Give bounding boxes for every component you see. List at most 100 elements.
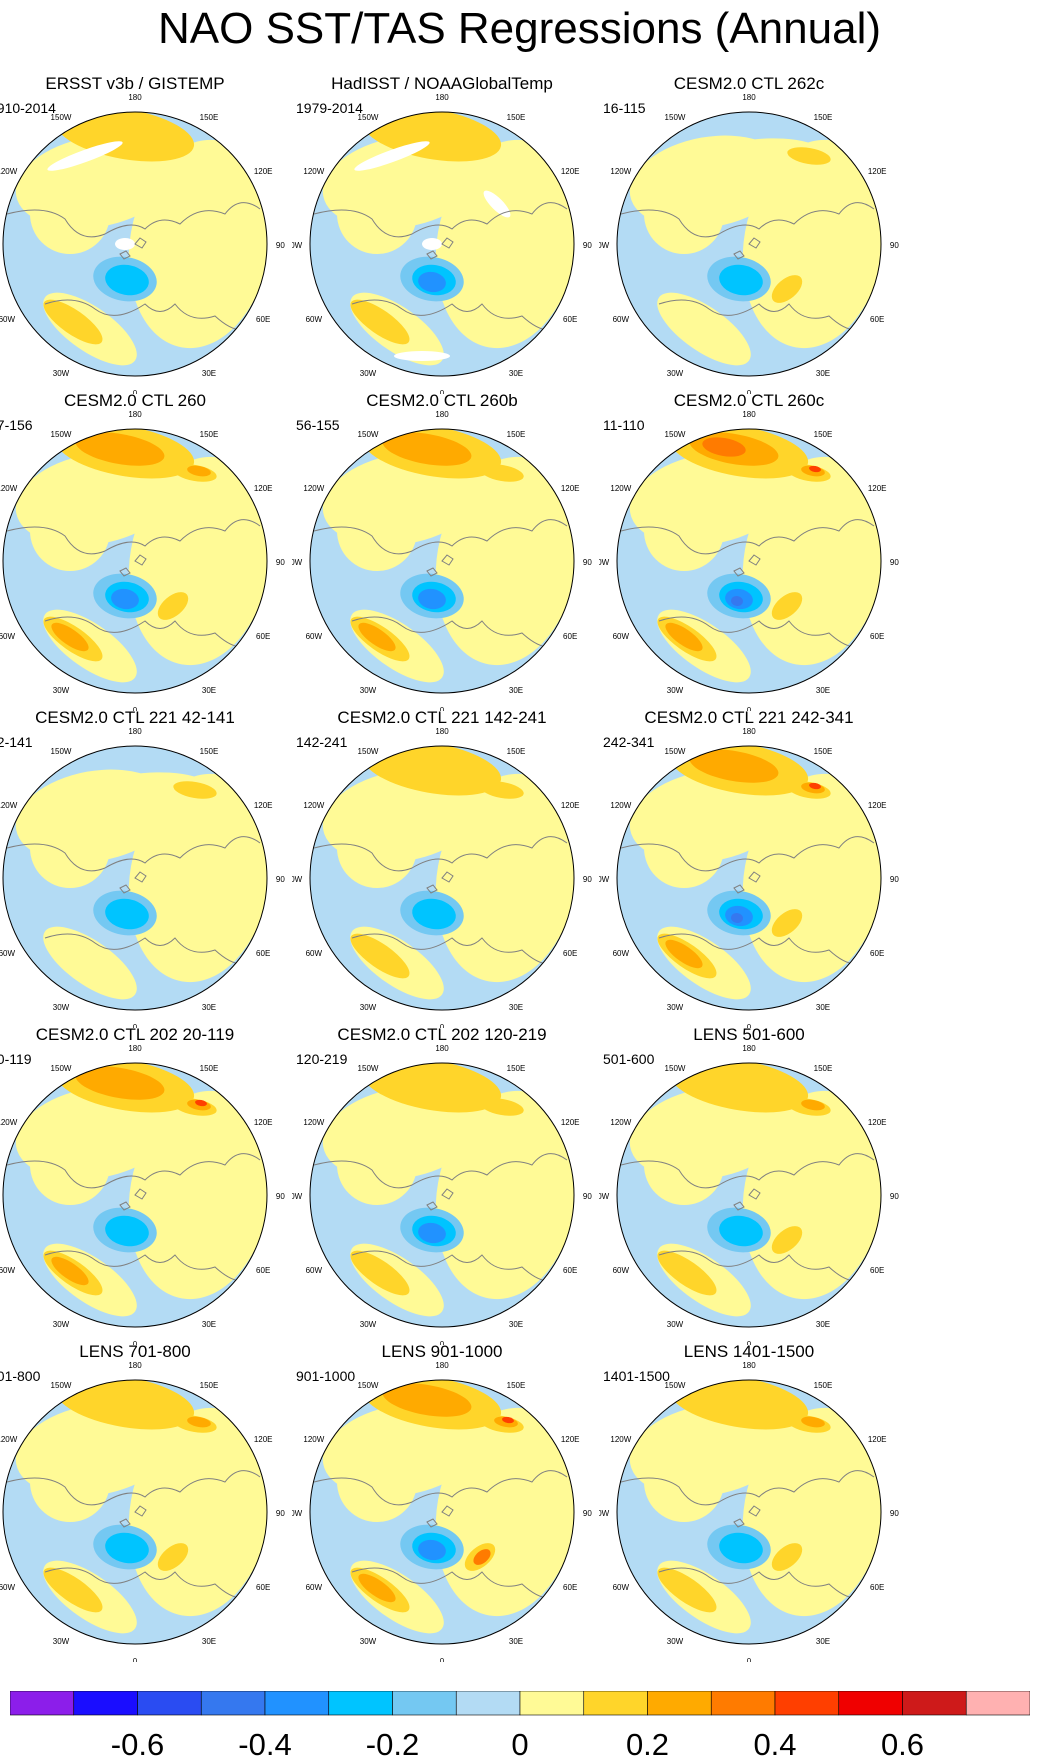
coastline xyxy=(6,1470,261,1599)
colorbar-swatch xyxy=(647,1691,712,1716)
longitude-label: 0 xyxy=(133,1657,138,1662)
longitude-label: 60E xyxy=(563,1583,577,1592)
polar-map: 180150E120E90E60E30E030W60W90W120W150W xyxy=(0,94,285,394)
longitude-label: 60E xyxy=(256,1583,270,1592)
pacific-warm-anomaly xyxy=(362,746,502,796)
panel-title: ERSST v3b / GISTEMP xyxy=(45,74,225,93)
panel-period: 56-155 xyxy=(296,417,340,433)
polar-map: 180150E120E90E60E30E030W60W90W120W150W xyxy=(0,1362,285,1662)
longitude-label: 180 xyxy=(742,728,756,736)
colorbar-tick-label: 0.6 xyxy=(880,1727,925,1762)
barents-warm xyxy=(157,592,189,620)
map-border xyxy=(616,1379,882,1645)
longitude-label: 120E xyxy=(254,1435,273,1444)
colorbar-swatch xyxy=(264,1691,330,1716)
longitude-label: 120E xyxy=(254,167,273,176)
longitude-label: 120W xyxy=(610,1435,631,1444)
longitude-label: 90W xyxy=(599,1192,610,1201)
longitude-label: 180 xyxy=(742,1362,756,1370)
longitude-label: 90E xyxy=(583,875,592,884)
longitude-label: 30E xyxy=(509,1320,523,1329)
longitude-label: 150E xyxy=(507,430,526,439)
longitude-label: 180 xyxy=(128,94,142,102)
longitude-label: 0 xyxy=(440,1657,445,1662)
missing-data xyxy=(115,238,135,250)
longitude-label: 150E xyxy=(200,747,219,756)
longitude-label: 150E xyxy=(507,1064,526,1073)
longitude-label: 30E xyxy=(509,1637,523,1646)
pacific-warm-core xyxy=(382,1383,472,1417)
canada-land xyxy=(30,808,110,888)
atlantic-warm-core xyxy=(665,622,703,652)
longitude-label: 90E xyxy=(583,1192,592,1201)
panel-title: CESM2.0 CTL 260 xyxy=(63,391,207,410)
labrador-cold xyxy=(719,1532,763,1564)
siberia-warm-peak xyxy=(195,1099,207,1107)
longitude-label: 0 xyxy=(440,706,445,711)
colorbar-swatch xyxy=(328,1691,393,1716)
longitude-label: 60W xyxy=(306,1266,323,1275)
longitude-label: 180 xyxy=(435,1045,449,1053)
longitude-label: 60E xyxy=(870,1583,884,1592)
longitude-label: 60W xyxy=(613,1266,630,1275)
coastline xyxy=(313,1153,568,1282)
panel-period: 120-219 xyxy=(296,1051,348,1067)
labrador-cold xyxy=(719,264,763,296)
colorbar-swatch xyxy=(137,1691,202,1716)
longitude-label: 30W xyxy=(667,1637,684,1646)
longitude-label: 30W xyxy=(360,1637,377,1646)
longitude-label: 90E xyxy=(276,1509,285,1518)
longitude-label: 60E xyxy=(870,949,884,958)
coastline xyxy=(6,836,261,965)
map-border xyxy=(2,745,268,1011)
longitude-label: 60W xyxy=(306,632,323,641)
labrador-cold xyxy=(412,898,456,930)
pacific-warm-core xyxy=(689,749,779,783)
colorbar-tick-label: -0.6 xyxy=(110,1727,165,1762)
longitude-label: 150W xyxy=(358,430,379,439)
pacific-warm-anomaly xyxy=(669,1063,809,1113)
longitude-label: 120E xyxy=(561,484,580,493)
polar-map: 180150E120E90E60E30E030W60W90W120W150W xyxy=(292,94,592,394)
pacific-warm-core xyxy=(75,432,165,466)
longitude-label: 180 xyxy=(435,411,449,419)
canada-land xyxy=(30,1125,110,1205)
longitude-label: 120W xyxy=(0,1435,18,1444)
longitude-label: 60E xyxy=(563,632,577,641)
siberia-warm xyxy=(173,781,217,799)
atlantic-warm xyxy=(350,1250,410,1296)
longitude-label: 30E xyxy=(816,1637,830,1646)
longitude-label: 120E xyxy=(868,167,887,176)
colorbar-tick-label: -0.2 xyxy=(365,1727,420,1762)
missing-data xyxy=(422,238,442,250)
labrador-cold xyxy=(105,898,149,930)
canada-land xyxy=(644,808,724,888)
barents-warm xyxy=(771,1226,803,1254)
map-border xyxy=(616,428,882,694)
labrador-cold-core xyxy=(418,1539,446,1561)
pacific-warm-core xyxy=(382,432,472,466)
longitude-label: 150W xyxy=(665,1064,686,1073)
polar-map: 180150E120E90E60E30E030W60W90W120W150W xyxy=(599,1045,899,1345)
longitude-label: 60E xyxy=(563,949,577,958)
longitude-label: 30E xyxy=(509,686,523,695)
longitude-label: 120W xyxy=(610,1118,631,1127)
longitude-label: 150W xyxy=(51,1381,72,1390)
pacific-warm-anomaly xyxy=(55,112,195,162)
colorbar xyxy=(10,1691,1030,1716)
longitude-label: 60W xyxy=(613,315,630,324)
longitude-label: 0 xyxy=(747,1023,752,1028)
longitude-label: 150E xyxy=(814,113,833,122)
longitude-label: 30W xyxy=(53,1637,70,1646)
longitude-label: 30W xyxy=(53,369,70,378)
longitude-label: 60E xyxy=(563,1266,577,1275)
labrador-cold-peak xyxy=(731,595,743,607)
